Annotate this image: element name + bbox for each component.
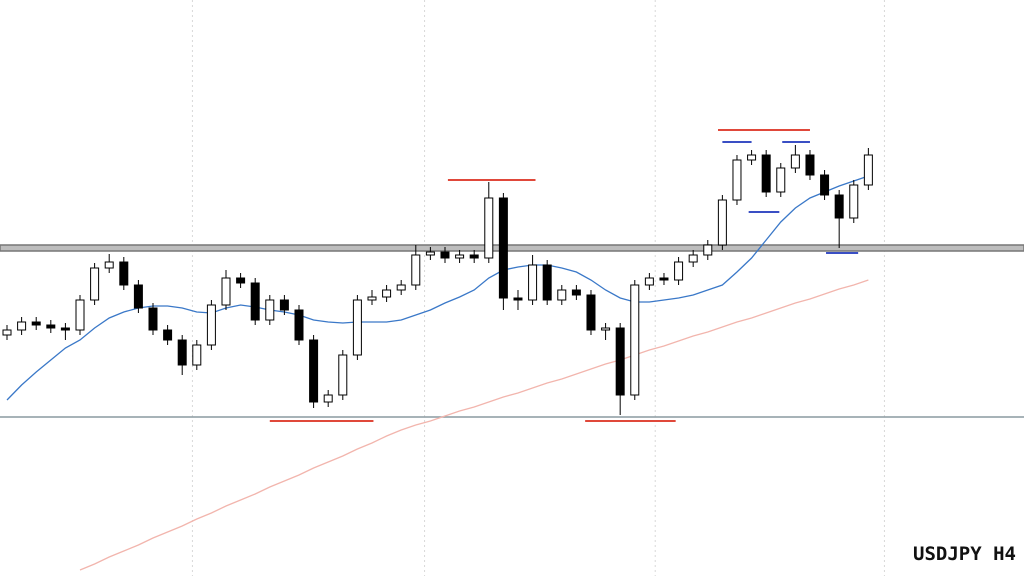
candle-body [834, 194, 844, 219]
candle-body [820, 174, 830, 196]
candle-body [46, 324, 56, 329]
candle-body [790, 154, 800, 169]
candle-body [221, 277, 231, 306]
moving-average [79, 279, 869, 571]
grid [191, 0, 885, 576]
resistance-band [0, 244, 1024, 252]
candle-body [206, 304, 216, 346]
candle-body [75, 299, 85, 331]
candle-body [338, 354, 348, 396]
candle-body [659, 277, 669, 281]
candle-body [279, 299, 289, 311]
candle-body [382, 289, 392, 298]
candle-body [557, 289, 567, 301]
candle-body [732, 159, 742, 201]
candle-body [528, 264, 538, 301]
candle-body [776, 167, 786, 193]
candle-body [265, 299, 275, 321]
candle-body [396, 284, 406, 291]
candle-body [863, 154, 873, 186]
moving-averages [6, 175, 869, 571]
candle-body [367, 296, 377, 301]
candle-body [542, 264, 552, 301]
candle-body [571, 289, 581, 296]
candle-body [425, 251, 435, 256]
candle-body [119, 261, 129, 286]
candle-body [601, 327, 611, 331]
candles [2, 145, 873, 415]
candle-body [440, 251, 450, 259]
candle-body [484, 197, 494, 259]
candle-body [177, 339, 187, 366]
candle-body [104, 261, 114, 269]
candle-body [644, 277, 654, 286]
candle-body [192, 344, 202, 366]
candle-body [688, 254, 698, 263]
candle-body [31, 321, 41, 326]
candle-body [761, 154, 771, 193]
candle-body [133, 284, 143, 309]
candle-body [717, 199, 727, 246]
candle-body [294, 309, 304, 341]
candle-body [250, 282, 260, 321]
candle-body [148, 307, 158, 331]
candle-body [90, 267, 100, 301]
candle-body [455, 254, 465, 259]
candle-body [849, 184, 859, 219]
candle-body [805, 154, 815, 176]
candle-body [513, 297, 523, 301]
candle-body [352, 299, 362, 356]
candle-body [309, 339, 319, 403]
candle-body [674, 261, 684, 281]
candle-body [60, 327, 70, 331]
candle-body [323, 394, 333, 403]
candle-body [236, 277, 246, 284]
chart-title: USDJPY H4 [913, 543, 1016, 565]
candle-body [586, 294, 596, 331]
horizontal-lines [0, 244, 1024, 418]
candle-body [2, 329, 12, 336]
candle-body [630, 284, 640, 396]
candle-body [469, 254, 479, 259]
candle-body [411, 254, 421, 286]
candle-body [163, 329, 173, 341]
candle-body [703, 244, 713, 256]
candle-body [498, 197, 508, 299]
levels [269, 129, 859, 422]
candle-body [747, 154, 757, 161]
candle-body [615, 327, 625, 396]
moving-average [6, 175, 869, 401]
candle-body [17, 321, 27, 331]
